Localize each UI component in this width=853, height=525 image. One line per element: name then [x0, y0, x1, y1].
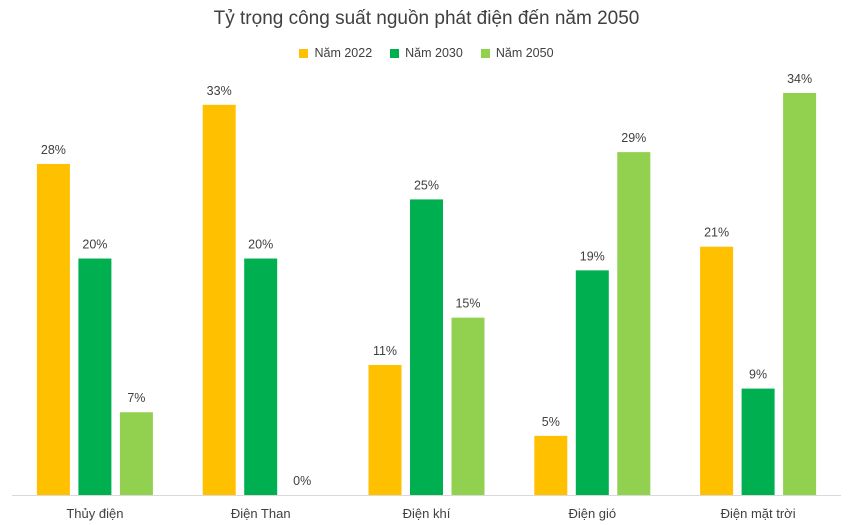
- bar-2-2: [451, 317, 485, 495]
- bar-1-0: [202, 104, 236, 495]
- data-label-0-1: 20%: [82, 238, 107, 252]
- bar-0-1: [78, 258, 112, 495]
- bar-3-2: [617, 152, 651, 495]
- x-tick-label-3: Điện gió: [568, 506, 616, 521]
- bar-2-1: [410, 199, 443, 496]
- data-label-3-1: 19%: [580, 249, 605, 263]
- legend-item-2: Năm 2050: [480, 46, 554, 60]
- legend-swatch-1: [390, 48, 400, 58]
- bar-3-1: [575, 270, 609, 495]
- data-label-4-1: 9%: [749, 368, 767, 382]
- data-label-4-2: 34%: [787, 72, 812, 86]
- data-label-3-0: 5%: [542, 415, 560, 429]
- data-label-2-1: 25%: [414, 178, 439, 192]
- bar-4-0: [700, 246, 734, 495]
- bar-0-2: [119, 412, 153, 495]
- x-tick-label-4: Điện mặt trời: [721, 506, 796, 521]
- data-label-4-0: 21%: [704, 226, 729, 240]
- legend-label-0: Năm 2022: [314, 46, 373, 60]
- data-label-1-2: 0%: [293, 474, 311, 488]
- bar-2-0: [368, 364, 402, 495]
- x-tick-label-0: Thủy điện: [66, 506, 123, 521]
- data-label-1-0: 33%: [207, 84, 232, 98]
- bar-4-1: [741, 388, 775, 495]
- legend-swatch-2: [480, 48, 490, 58]
- legend: Năm 2022 Năm 2030 Năm 2050: [0, 46, 853, 60]
- legend-item-0: Năm 2022: [299, 46, 372, 60]
- chart-title: Tỷ trọng công suất nguồn phát điện đến n…: [213, 8, 640, 29]
- x-tick-label-2: Điện khí: [403, 506, 451, 521]
- bar-4-2: [783, 93, 817, 495]
- legend-swatch-0: [299, 48, 309, 58]
- data-label-0-0: 28%: [41, 143, 66, 157]
- data-label-2-0: 11%: [373, 344, 397, 358]
- legend-label-2: Năm 2050: [495, 46, 554, 60]
- x-tick-label-1: Điện Than: [231, 506, 291, 521]
- data-label-2-2: 15%: [455, 297, 480, 311]
- bar-3-0: [534, 435, 568, 495]
- bar-0-0: [36, 163, 70, 496]
- data-label-1-1: 20%: [248, 238, 273, 252]
- legend-label-1: Năm 2030: [405, 46, 463, 60]
- data-label-0-2: 7%: [127, 391, 145, 405]
- data-label-3-2: 29%: [621, 131, 646, 145]
- bar-1-1: [244, 258, 278, 495]
- legend-item-1: Năm 2030: [390, 46, 463, 60]
